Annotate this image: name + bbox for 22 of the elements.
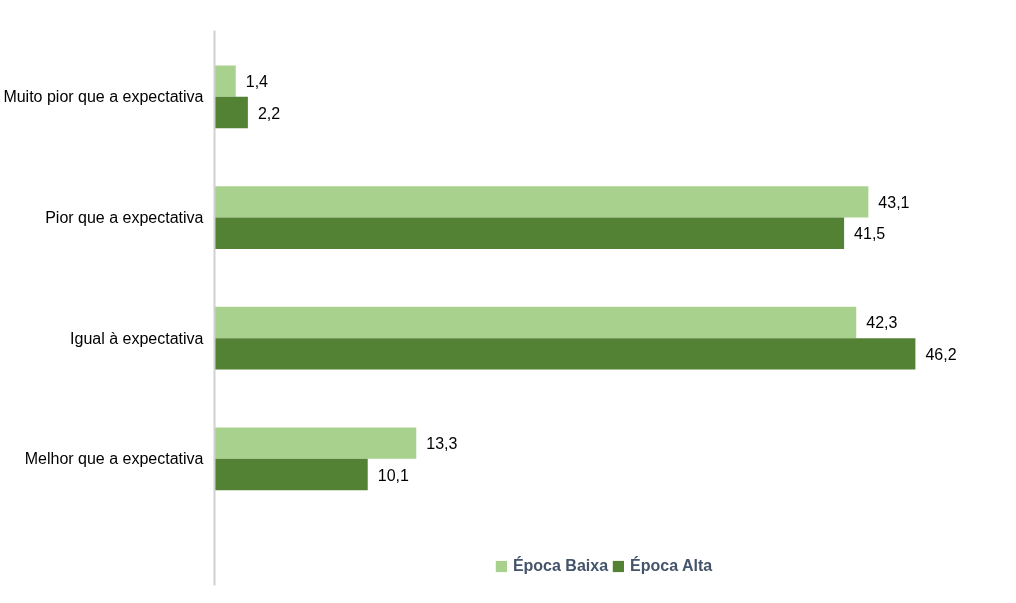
data-label: 13,3 <box>426 435 458 453</box>
legend-label: Época Baixa <box>512 557 609 575</box>
y-tick-label: Melhor que a expectativa <box>24 450 204 468</box>
bar <box>214 427 417 459</box>
bar <box>214 96 248 129</box>
data-label: 43,1 <box>878 193 910 211</box>
data-label: 10,1 <box>377 466 409 484</box>
y-tick-label: Muito pior que a expectativa <box>3 88 204 106</box>
data-label: 42,3 <box>866 314 898 332</box>
y-tick-label: Pior que a expectativa <box>45 209 204 227</box>
bar <box>214 186 869 218</box>
bar <box>214 338 916 370</box>
data-label: 46,2 <box>925 345 957 363</box>
data-label: 41,5 <box>854 225 886 243</box>
bar <box>214 217 845 249</box>
bar <box>214 65 236 97</box>
data-label: 2,2 <box>257 104 281 122</box>
y-tick-label: Igual à expectativa <box>70 329 204 347</box>
bar <box>214 458 368 491</box>
data-label: 1,4 <box>245 73 269 91</box>
bar <box>214 306 857 339</box>
legend-label: Época Alta <box>630 557 713 575</box>
